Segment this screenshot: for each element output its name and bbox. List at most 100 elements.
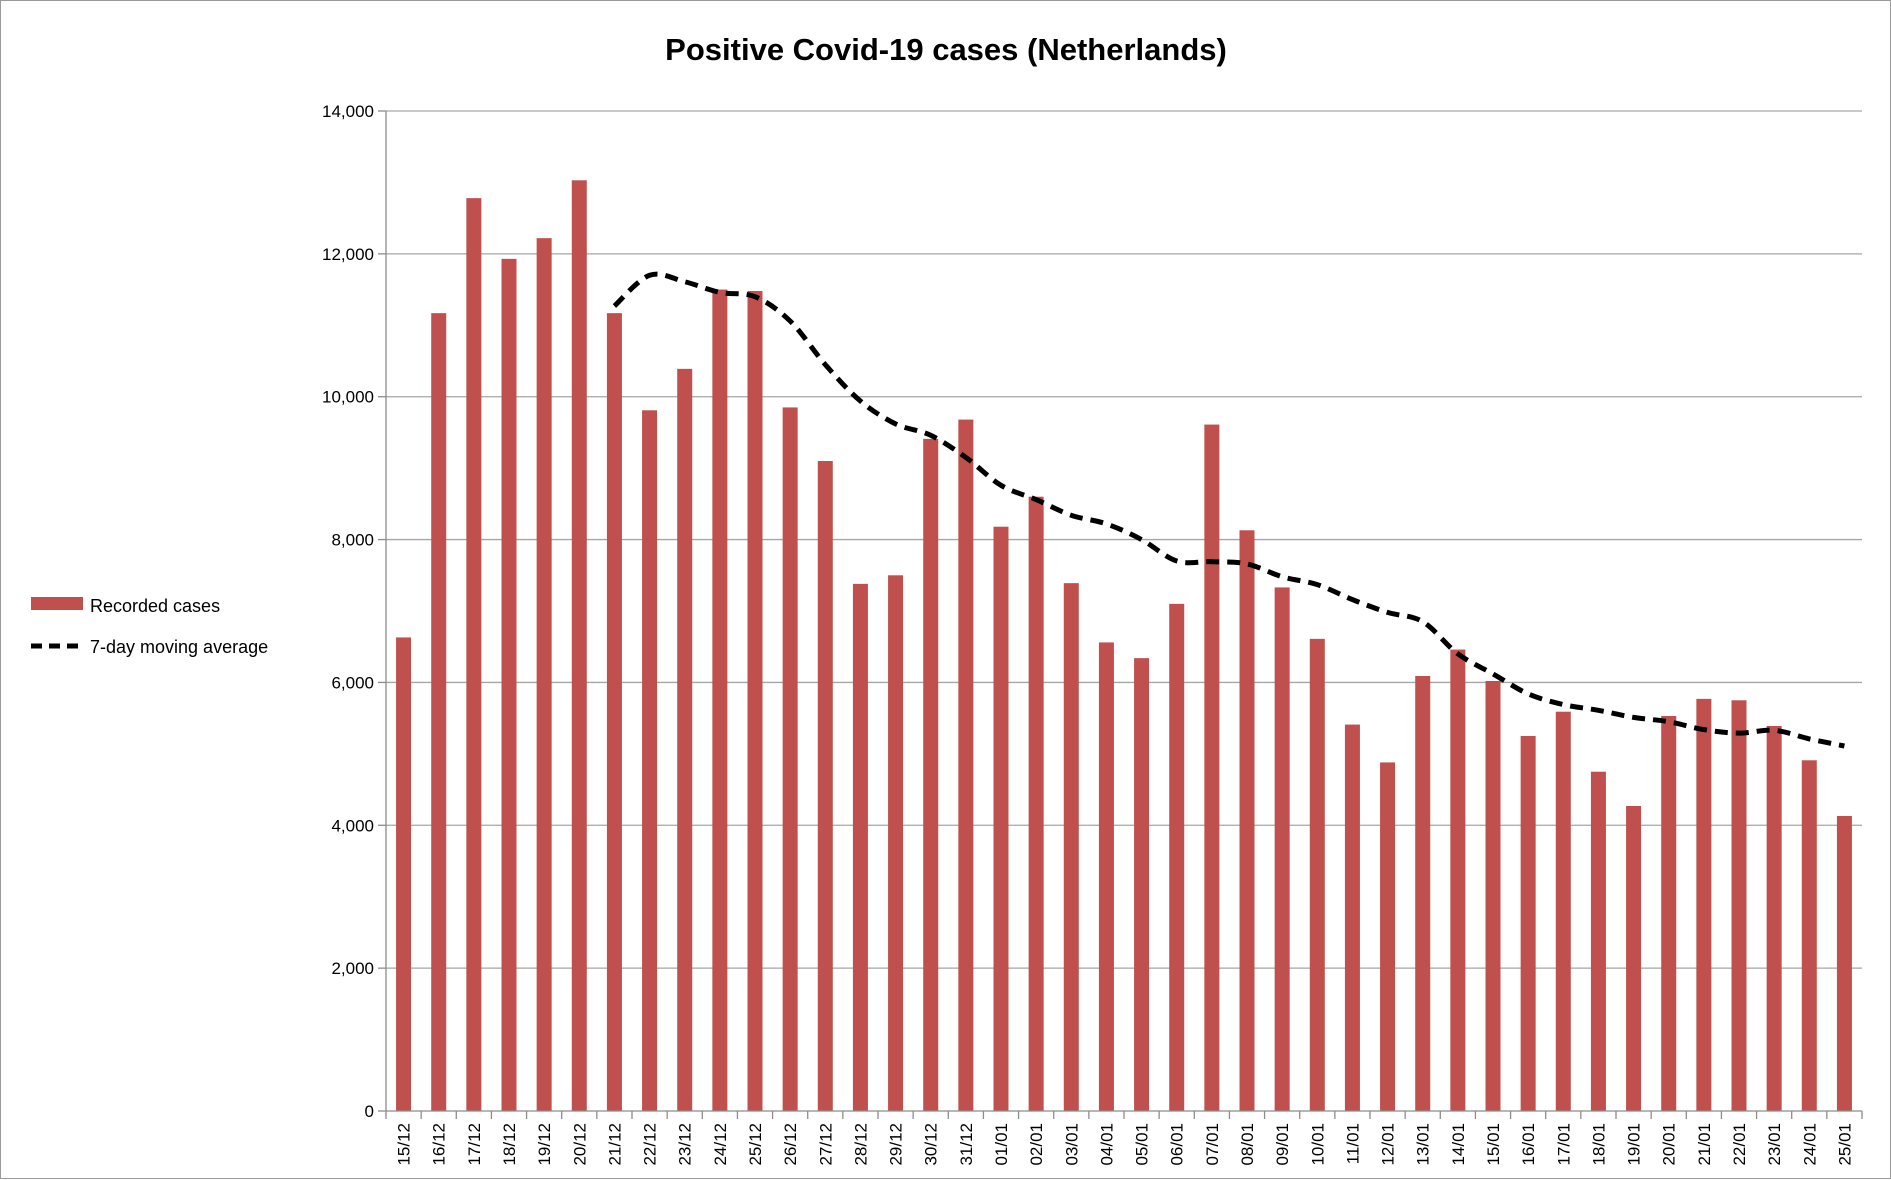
bar-series (396, 180, 1852, 1111)
bar (1626, 806, 1641, 1111)
x-tick-label: 28/12 (851, 1123, 870, 1166)
bar (1802, 760, 1817, 1111)
x-tick-label: 19/12 (535, 1123, 554, 1166)
x-tick-label: 05/01 (1133, 1123, 1152, 1166)
bar (431, 313, 446, 1111)
x-tick-label: 18/01 (1589, 1123, 1608, 1166)
x-tick-label: 29/12 (887, 1123, 906, 1166)
bar (1450, 650, 1465, 1111)
legend: Recorded cases 7-day moving average (31, 596, 268, 657)
y-tick-label: 12,000 (322, 245, 374, 264)
y-tick-label: 8,000 (331, 531, 374, 550)
bar (994, 527, 1009, 1111)
x-tick-label: 25/01 (1835, 1123, 1854, 1166)
bar (1240, 530, 1255, 1111)
moving-average-line (614, 274, 1844, 746)
x-tick-label: 24/12 (711, 1123, 730, 1166)
x-tick-label: 23/01 (1765, 1123, 1784, 1166)
x-axis-tick-labels: 15/12 16/12 17/12 18/12 19/12 20/12 21/12 22/12… (395, 1123, 1855, 1166)
y-tick-label: 14,000 (322, 102, 374, 121)
bar (958, 420, 973, 1111)
bar (642, 410, 657, 1111)
bar (748, 291, 763, 1111)
bar (1099, 642, 1114, 1111)
x-tick-label: 07/01 (1203, 1123, 1222, 1166)
bar (1556, 712, 1571, 1111)
x-tick-label: 15/12 (395, 1123, 414, 1166)
bar (1486, 681, 1501, 1111)
bar (537, 238, 552, 1111)
x-tick-label: 25/12 (746, 1123, 765, 1166)
bar (502, 259, 517, 1111)
x-tick-label: 10/01 (1308, 1123, 1327, 1166)
bar (853, 584, 868, 1111)
x-tick-label: 23/12 (676, 1123, 695, 1166)
line-series (614, 274, 1844, 746)
bar (1064, 583, 1079, 1111)
bar (1837, 816, 1852, 1111)
y-tick-label: 10,000 (322, 388, 374, 407)
bar (818, 461, 833, 1111)
y-tick-label: 6,000 (331, 673, 374, 692)
legend-swatch-recorded-cases (31, 597, 83, 610)
x-tick-label: 21/12 (605, 1123, 624, 1166)
x-tick-label: 16/12 (430, 1123, 449, 1166)
bar (888, 575, 903, 1111)
x-tick-label: 03/01 (1062, 1123, 1081, 1166)
y-tick-label: 0 (365, 1102, 374, 1121)
bar (1345, 725, 1360, 1111)
bar (396, 637, 411, 1111)
x-tick-label: 22/01 (1730, 1123, 1749, 1166)
bar (607, 313, 622, 1111)
x-tick-label: 02/01 (1027, 1123, 1046, 1166)
x-tick-label: 12/01 (1379, 1123, 1398, 1166)
bar (712, 290, 727, 1111)
x-tick-label: 22/12 (641, 1123, 660, 1166)
bar (1591, 772, 1606, 1111)
x-tick-label: 11/01 (1343, 1123, 1362, 1164)
x-tick-label: 31/12 (957, 1123, 976, 1166)
chart-title: Positive Covid-19 cases (Netherlands) (665, 32, 1227, 67)
x-tick-label: 08/01 (1238, 1123, 1257, 1166)
y-tick-label: 2,000 (331, 959, 374, 978)
x-tick-label: 24/01 (1800, 1123, 1819, 1166)
bar (1204, 425, 1219, 1111)
bar (1661, 716, 1676, 1111)
bar (1380, 762, 1395, 1111)
x-tick-label: 01/01 (992, 1123, 1011, 1166)
bar (1029, 497, 1044, 1111)
bar (1696, 699, 1711, 1111)
bar (1275, 587, 1290, 1111)
bar (923, 439, 938, 1111)
x-tick-label: 21/01 (1695, 1123, 1714, 1166)
x-tick-label: 30/12 (922, 1123, 941, 1166)
legend-label-moving-average: 7-day moving average (90, 637, 268, 657)
x-tick-label: 17/12 (465, 1123, 484, 1166)
bar (783, 407, 798, 1111)
bar (1415, 676, 1430, 1111)
x-tick-label: 04/01 (1097, 1123, 1116, 1166)
x-tick-label: 09/01 (1273, 1123, 1292, 1166)
bar (1310, 639, 1325, 1111)
x-tick-label: 14/01 (1449, 1123, 1468, 1166)
x-tick-label: 17/01 (1554, 1123, 1573, 1166)
x-tick-label: 20/01 (1660, 1123, 1679, 1166)
x-tick-label: 06/01 (1168, 1123, 1187, 1166)
x-tick-label: 27/12 (816, 1123, 835, 1166)
x-tick-label: 19/01 (1625, 1123, 1644, 1166)
x-tick-label: 20/12 (570, 1123, 589, 1166)
bar (572, 180, 587, 1111)
bar (1169, 604, 1184, 1111)
bar (1767, 726, 1782, 1111)
legend-label-recorded-cases: Recorded cases (90, 596, 220, 616)
y-tick-label: 4,000 (331, 816, 374, 835)
bar (677, 369, 692, 1111)
x-tick-label: 16/01 (1519, 1123, 1538, 1166)
x-tick-label: 18/12 (500, 1123, 519, 1166)
y-axis-tick-labels: 0 2,000 4,000 6,000 8,000 10,000 12,000 14,000 (322, 102, 374, 1121)
bar (1732, 700, 1747, 1111)
bar (1134, 658, 1149, 1111)
x-tick-label: 26/12 (781, 1123, 800, 1166)
